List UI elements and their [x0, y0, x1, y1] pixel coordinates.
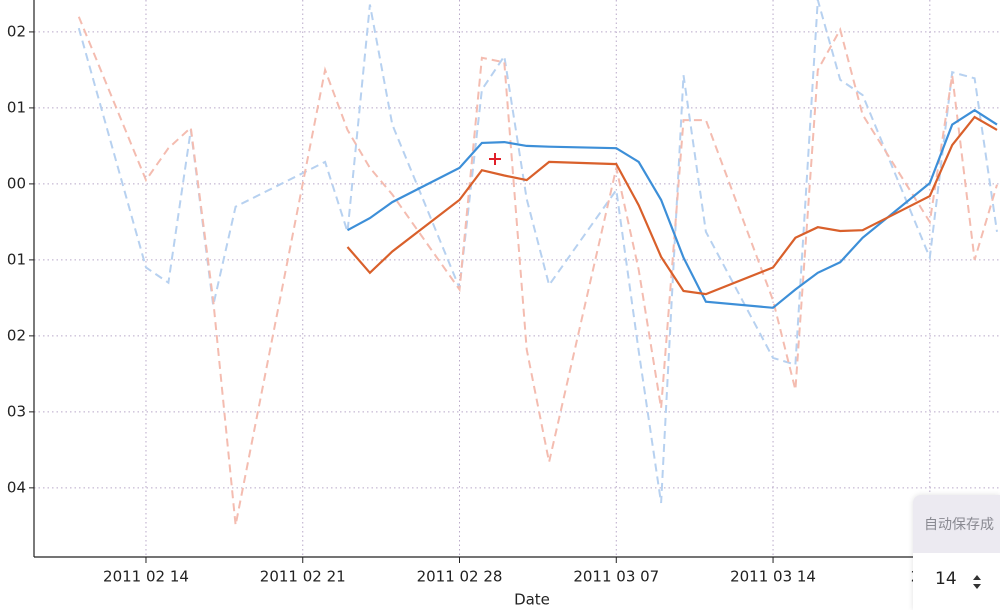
x-tick-label: 2011 03 14	[730, 568, 816, 586]
line	[346, 115, 998, 296]
spinner[interactable]	[971, 573, 983, 591]
dashed-line	[77, 16, 998, 526]
y-tick-label: 04	[7, 478, 26, 496]
x-axis-label: Date	[514, 591, 550, 609]
x-tick-label: 2011 02 21	[260, 568, 346, 586]
y-tick-label: 00	[7, 174, 26, 192]
number-field[interactable]: 14	[913, 553, 1000, 610]
plot	[77, 0, 998, 526]
line	[346, 108, 998, 309]
grid	[34, 0, 1000, 557]
x-tick-label: 2011 02 28	[417, 568, 503, 586]
x-tick-label: 2011 03 07	[573, 568, 659, 586]
y-tick-label: 02	[7, 22, 26, 40]
popup-title: 自动保存成	[924, 517, 994, 533]
y-tick-label: 01	[7, 98, 26, 116]
autosave-popup[interactable]: 自动保存成 14	[913, 495, 1000, 610]
dashed-line	[77, 0, 998, 504]
y-tick-label: 03	[7, 402, 26, 420]
number-value: 14	[935, 569, 957, 589]
x-tick-label: 2011 02 14	[103, 568, 189, 586]
y-tick-label: 02	[7, 326, 26, 344]
ticks: 02 01 00 01 02 03 04 2011 02 14 2011 02 21 2011 0…	[7, 22, 949, 585]
y-tick-label: 01	[7, 250, 26, 268]
cursor	[489, 153, 501, 165]
